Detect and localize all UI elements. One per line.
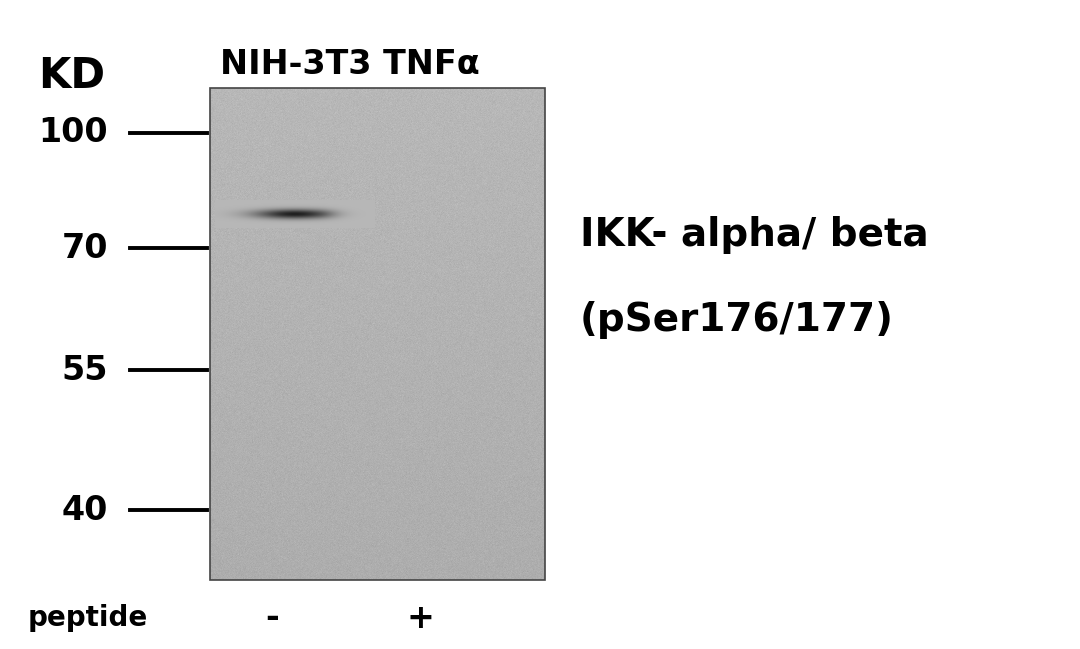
Text: (pSer176/177): (pSer176/177) (580, 301, 894, 339)
Text: 100: 100 (39, 117, 108, 149)
Text: 55: 55 (62, 354, 108, 387)
Text: -: - (265, 602, 279, 635)
Text: +: + (406, 602, 434, 635)
Text: 40: 40 (62, 493, 108, 526)
Text: peptide: peptide (28, 604, 148, 632)
Bar (210, 88, 545, 580)
Text: IKK- alpha/ beta: IKK- alpha/ beta (580, 216, 929, 254)
Text: NIH-3T3 TNFα: NIH-3T3 TNFα (220, 48, 480, 81)
Text: 70: 70 (62, 232, 108, 265)
Text: KD: KD (38, 55, 105, 97)
